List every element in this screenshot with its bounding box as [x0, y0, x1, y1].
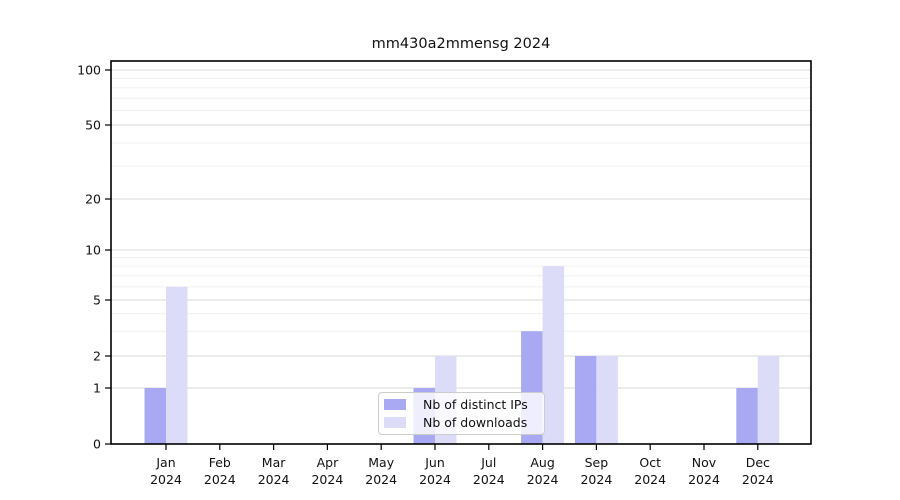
x-tick-label-year: 2024	[419, 472, 451, 487]
chart-title: mm430a2mmensg 2024	[371, 36, 551, 52]
y-tick-label: 50	[85, 118, 101, 133]
x-tick-label-month: Apr	[317, 455, 339, 470]
major-gridlines	[111, 69, 811, 389]
tick-labels: 0 1 2 5 10 20 50 100 Jan 2024 Feb 2024 Mar 2024 Apr 202…	[77, 63, 774, 488]
x-tick-label-month: Feb	[209, 455, 231, 470]
x-tick-label-month: Nov	[692, 455, 717, 470]
legend-label-downloads: Nb of downloads	[423, 415, 528, 430]
y-tick-label: 0	[93, 437, 101, 452]
y-tick-label: 10	[85, 243, 101, 258]
x-tick-label-month: Jan	[155, 455, 175, 470]
bar-downloads-aug	[542, 266, 565, 444]
x-tick-label-month: Dec	[746, 455, 770, 470]
x-tick-label-year: 2024	[365, 472, 397, 487]
y-tick-label: 1	[93, 381, 101, 396]
minor-gridlines	[111, 77, 811, 332]
bar-distinct-ips-dec	[736, 388, 758, 444]
x-tick-label-year: 2024	[204, 472, 236, 487]
legend: Nb of distinct IPs Nb of downloads	[378, 392, 545, 435]
bar-distinct-ips-sep	[574, 356, 597, 444]
x-tick-label-year: 2024	[580, 472, 612, 487]
x-tick-label-month: Mar	[262, 455, 286, 470]
bar-downloads-sep	[596, 356, 618, 444]
tick-marks	[105, 69, 759, 450]
legend-swatch-downloads	[384, 417, 406, 428]
x-tick-label-month: May	[368, 455, 394, 470]
x-tick-label-month: Jul	[480, 455, 496, 470]
axes-frame	[110, 60, 812, 445]
x-tick-label-year: 2024	[688, 472, 720, 487]
x-tick-label-month: Jun	[424, 455, 445, 470]
x-tick-label-year: 2024	[258, 472, 290, 487]
y-tick-label: 2	[93, 349, 101, 364]
plot-border	[110, 60, 812, 445]
y-tick-label: 20	[85, 192, 101, 207]
bar-distinct-ips-jan	[144, 388, 166, 444]
legend-label-distinct-ips: Nb of distinct IPs	[423, 397, 528, 412]
x-tick-label-year: 2024	[742, 472, 774, 487]
x-tick-label-year: 2024	[311, 472, 343, 487]
x-tick-label-year: 2024	[634, 472, 666, 487]
y-tick-label: 100	[77, 63, 101, 78]
bar-downloads-jan	[166, 286, 188, 444]
x-tick-label-month: Sep	[585, 455, 609, 470]
legend-swatch-distinct-ips	[384, 399, 406, 410]
x-tick-label-year: 2024	[473, 472, 505, 487]
x-tick-label-year: 2024	[150, 472, 182, 487]
legend-item-downloads: Nb of downloads	[384, 415, 544, 430]
x-tick-label-year: 2024	[527, 472, 559, 487]
legend-item-distinct-ips: Nb of distinct IPs	[384, 397, 544, 412]
x-tick-label-month: Oct	[639, 455, 661, 470]
x-tick-label-month: Aug	[530, 455, 554, 470]
bar-downloads-dec	[757, 356, 780, 444]
y-tick-label: 5	[93, 293, 101, 308]
